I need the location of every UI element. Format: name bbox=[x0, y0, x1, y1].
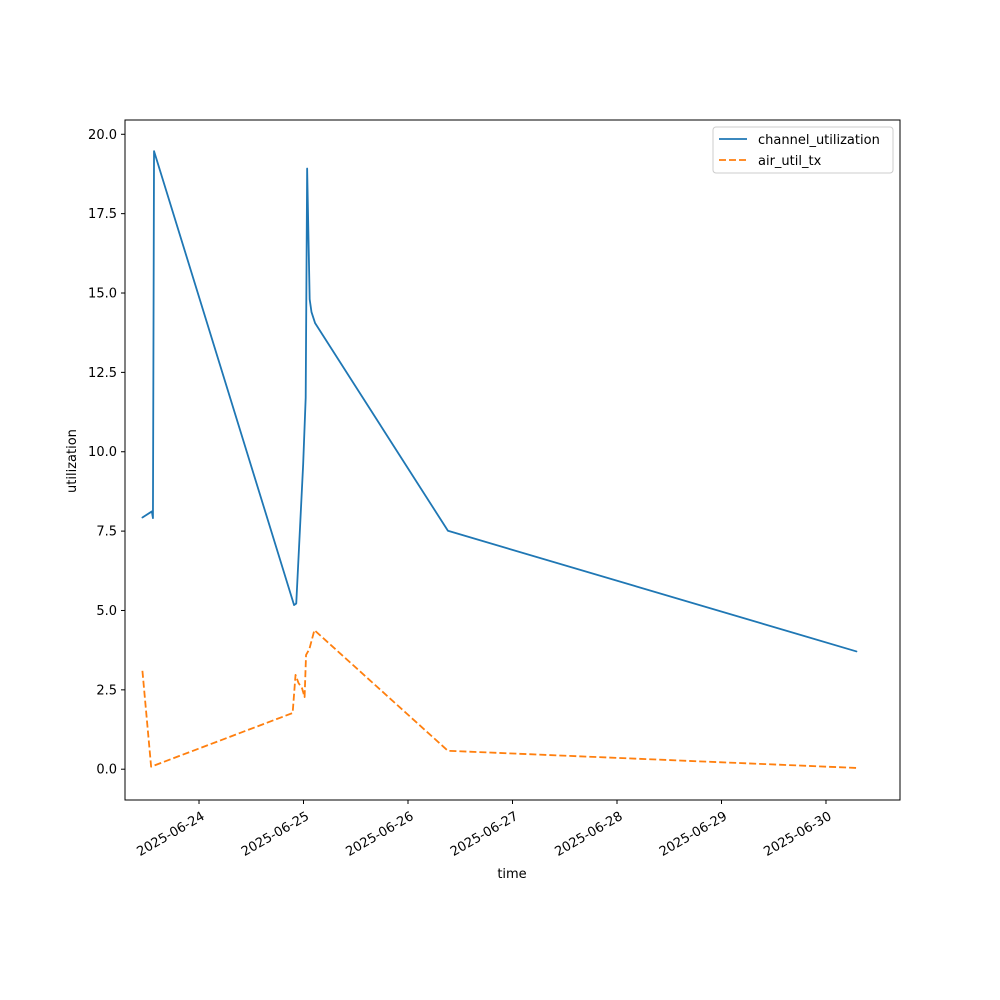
legend: channel_utilization air_util_tx bbox=[712, 126, 894, 174]
y-tick-label: 10.0 bbox=[88, 445, 117, 460]
y-tick-label: 17.5 bbox=[88, 207, 117, 222]
legend-label: air_util_tx bbox=[758, 154, 822, 169]
y-tick-label: 0.0 bbox=[96, 763, 117, 778]
y-tick-label: 5.0 bbox=[96, 604, 117, 619]
y-tick-label: 20.0 bbox=[88, 128, 117, 143]
plot-area bbox=[125, 120, 900, 800]
y-tick-label: 2.5 bbox=[96, 683, 117, 698]
y-axis-label: utilization bbox=[65, 429, 80, 493]
y-tick-label: 12.5 bbox=[88, 366, 117, 381]
y-tick-label: 7.5 bbox=[96, 525, 117, 540]
y-tick-label: 15.0 bbox=[88, 287, 117, 302]
plot-frame bbox=[124, 119, 901, 801]
series-line-channel-utilization bbox=[141, 150, 858, 653]
legend-label: channel_utilization bbox=[758, 133, 880, 148]
series-layer bbox=[141, 150, 858, 769]
legend-box bbox=[712, 126, 894, 174]
x-axis-label: time bbox=[497, 867, 526, 882]
series-line-air-util-tx bbox=[141, 629, 857, 769]
